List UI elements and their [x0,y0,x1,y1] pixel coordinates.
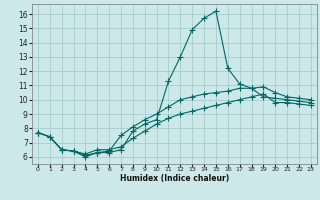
X-axis label: Humidex (Indice chaleur): Humidex (Indice chaleur) [120,174,229,183]
